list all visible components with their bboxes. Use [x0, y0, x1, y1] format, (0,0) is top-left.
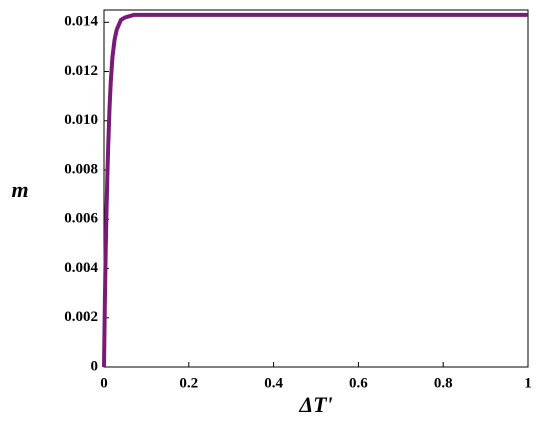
x-tick-label: 0: [100, 375, 108, 391]
y-tick-label: 0.012: [64, 63, 98, 79]
x-axis-label: ΔT': [298, 392, 332, 417]
plot-frame: [103, 9, 529, 368]
y-tick-label: 0.010: [64, 112, 98, 128]
y-tick-label: 0: [91, 358, 99, 374]
y-tick-label: 0.014: [64, 14, 98, 30]
x-tick-label: 1: [524, 375, 532, 391]
y-tick-label: 0.006: [64, 211, 98, 227]
x-tick-label: 0.6: [349, 375, 368, 391]
data-line: [102, 12, 528, 368]
y-axis-label: m: [11, 177, 28, 202]
y-tick-label: 0.002: [64, 309, 98, 325]
y-tick-label: 0.004: [64, 260, 98, 276]
y-tick-label: 0.008: [64, 161, 98, 177]
x-tick-label: 0.8: [434, 375, 453, 391]
x-tick-label: 0.4: [264, 375, 283, 391]
x-tick-label: 0.2: [179, 375, 198, 391]
